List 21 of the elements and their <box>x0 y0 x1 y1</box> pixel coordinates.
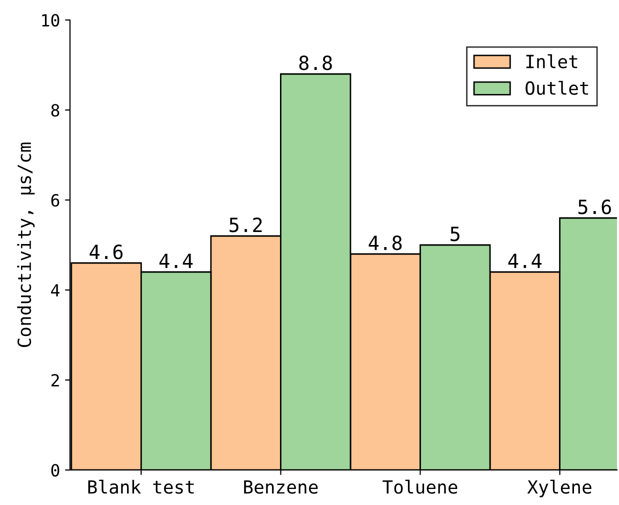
y-tick-label: 6 <box>51 194 60 207</box>
x-tick-label: Xylene <box>527 480 592 498</box>
legend-label: Inlet <box>526 54 578 68</box>
data-label: 4.4 <box>159 254 193 268</box>
data-label: 5.6 <box>578 200 611 214</box>
legend-label: Outlet <box>526 80 588 95</box>
y-axis-title: Conductivity, μs/cm <box>17 142 35 348</box>
data-label: 5.2 <box>230 218 262 232</box>
y-tick-label: 10 <box>42 14 60 27</box>
data-label: 4.4 <box>508 254 542 268</box>
data-label: 5 <box>450 226 460 242</box>
data-label: 4.6 <box>90 244 123 260</box>
y-tick-label: 8 <box>51 104 60 117</box>
y-tick-label: 4 <box>51 284 60 296</box>
x-tick-label: Toluene <box>382 480 458 494</box>
y-tick-label: 0 <box>51 464 60 477</box>
data-label: 8.8 <box>299 56 332 70</box>
x-tick-label: Benzene <box>244 480 318 494</box>
data-label: 4.8 <box>368 236 402 250</box>
x-tick-label: Blank test <box>88 480 194 494</box>
y-tick-label: 2 <box>51 374 59 386</box>
